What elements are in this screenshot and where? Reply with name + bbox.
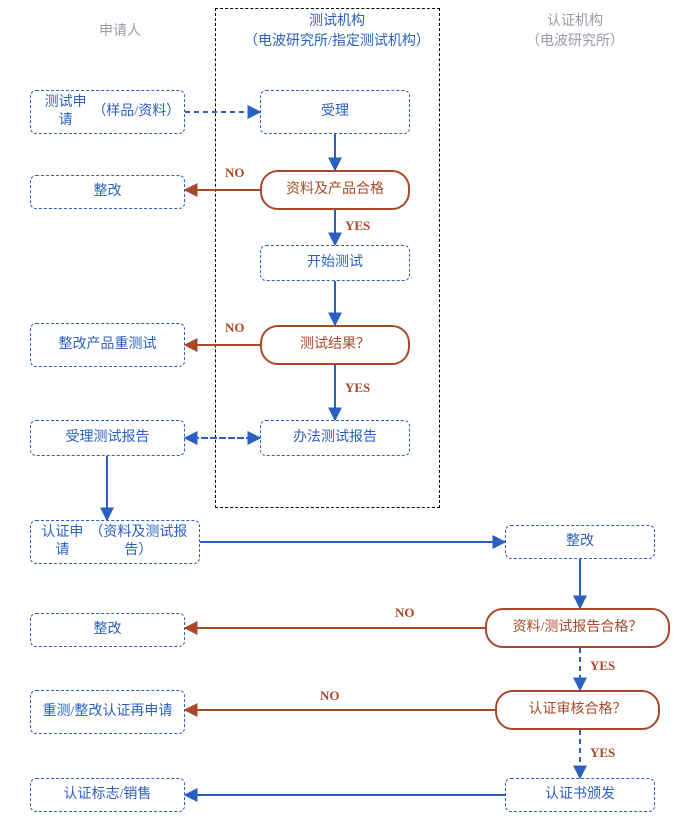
node-label: 受理测试报告: [66, 429, 150, 447]
edge-label-yes: YES: [345, 380, 370, 396]
node-report-qualified: 资料/测试报告合格？: [485, 608, 670, 648]
node-retest-reapply: 重测/整改认证再申请: [30, 690, 185, 734]
node-label-2: （资料及测试报告）: [86, 524, 191, 560]
node-material-qualified: 资料及产品合格: [260, 170, 410, 210]
node-label: 受理: [321, 103, 349, 121]
node-label: 整改: [94, 183, 122, 201]
edge-label-no: NO: [225, 320, 245, 336]
node-label: 整改产品: [59, 336, 115, 354]
node-label: 认证申请: [39, 524, 86, 560]
node-label-2: （样品/资料）: [92, 103, 176, 121]
edge-label-no: NO: [395, 605, 415, 621]
node-issue-test-report: 办法测试报告: [260, 420, 410, 456]
edge-label-no: NO: [225, 165, 245, 181]
node-label: 整改: [566, 533, 594, 551]
node-test-result: 测试结果？: [260, 325, 410, 365]
node-accept: 受理: [260, 90, 410, 134]
node-rectify-3: 整改: [505, 525, 655, 559]
node-label: 认证审核合格？: [529, 701, 627, 719]
node-receive-report: 受理测试报告: [30, 420, 185, 456]
node-rectify-retest: 整改产品重测试: [30, 323, 185, 367]
edge-label-yes: YES: [590, 745, 615, 761]
node-label: 认证标志/销售: [64, 786, 152, 804]
node-audit-qualified: 认证审核合格？: [495, 690, 660, 730]
header-col3-line2: （电波研究所）: [526, 34, 624, 49]
node-test-application: 测试申请（样品/资料）: [30, 90, 185, 134]
header-col3: 认证机构 （电波研究所）: [490, 12, 660, 51]
node-label: 重测/整改: [43, 703, 103, 721]
header-col3-line1: 认证机构: [547, 14, 603, 29]
node-cert-mark-sale: 认证标志/销售: [30, 778, 185, 812]
node-cert-application: 认证申请（资料及测试报告）: [30, 520, 200, 564]
node-label: 资料及产品合格: [286, 181, 384, 199]
header-col1: 申请人: [80, 22, 160, 42]
node-label: 整改: [94, 621, 122, 639]
edge-label-no: NO: [320, 688, 340, 704]
node-label: 资料/测试报告合格？: [513, 619, 643, 637]
node-label: 测试结果？: [300, 336, 370, 354]
flowchart-canvas: 申请人 测试机构 （电波研究所/指定测试机构） 认证机构 （电波研究所） 测试申…: [0, 0, 688, 839]
edge-label-yes: YES: [345, 218, 370, 234]
node-rectify-1: 整改: [30, 175, 185, 209]
edge-label-yes: YES: [590, 658, 615, 674]
node-label: 开始测试: [307, 254, 363, 272]
node-rectify-4: 整改: [30, 613, 185, 647]
node-label-2: 认证再申请: [102, 703, 172, 721]
node-label: 办法测试报告: [293, 429, 377, 447]
node-label: 测试申请: [39, 94, 92, 130]
node-label: 认证书颁发: [545, 786, 615, 804]
header-col1-text: 申请人: [99, 24, 141, 39]
node-start-test: 开始测试: [260, 245, 410, 281]
node-label-2: 重测试: [115, 336, 157, 354]
node-issue-certificate: 认证书颁发: [505, 778, 655, 812]
